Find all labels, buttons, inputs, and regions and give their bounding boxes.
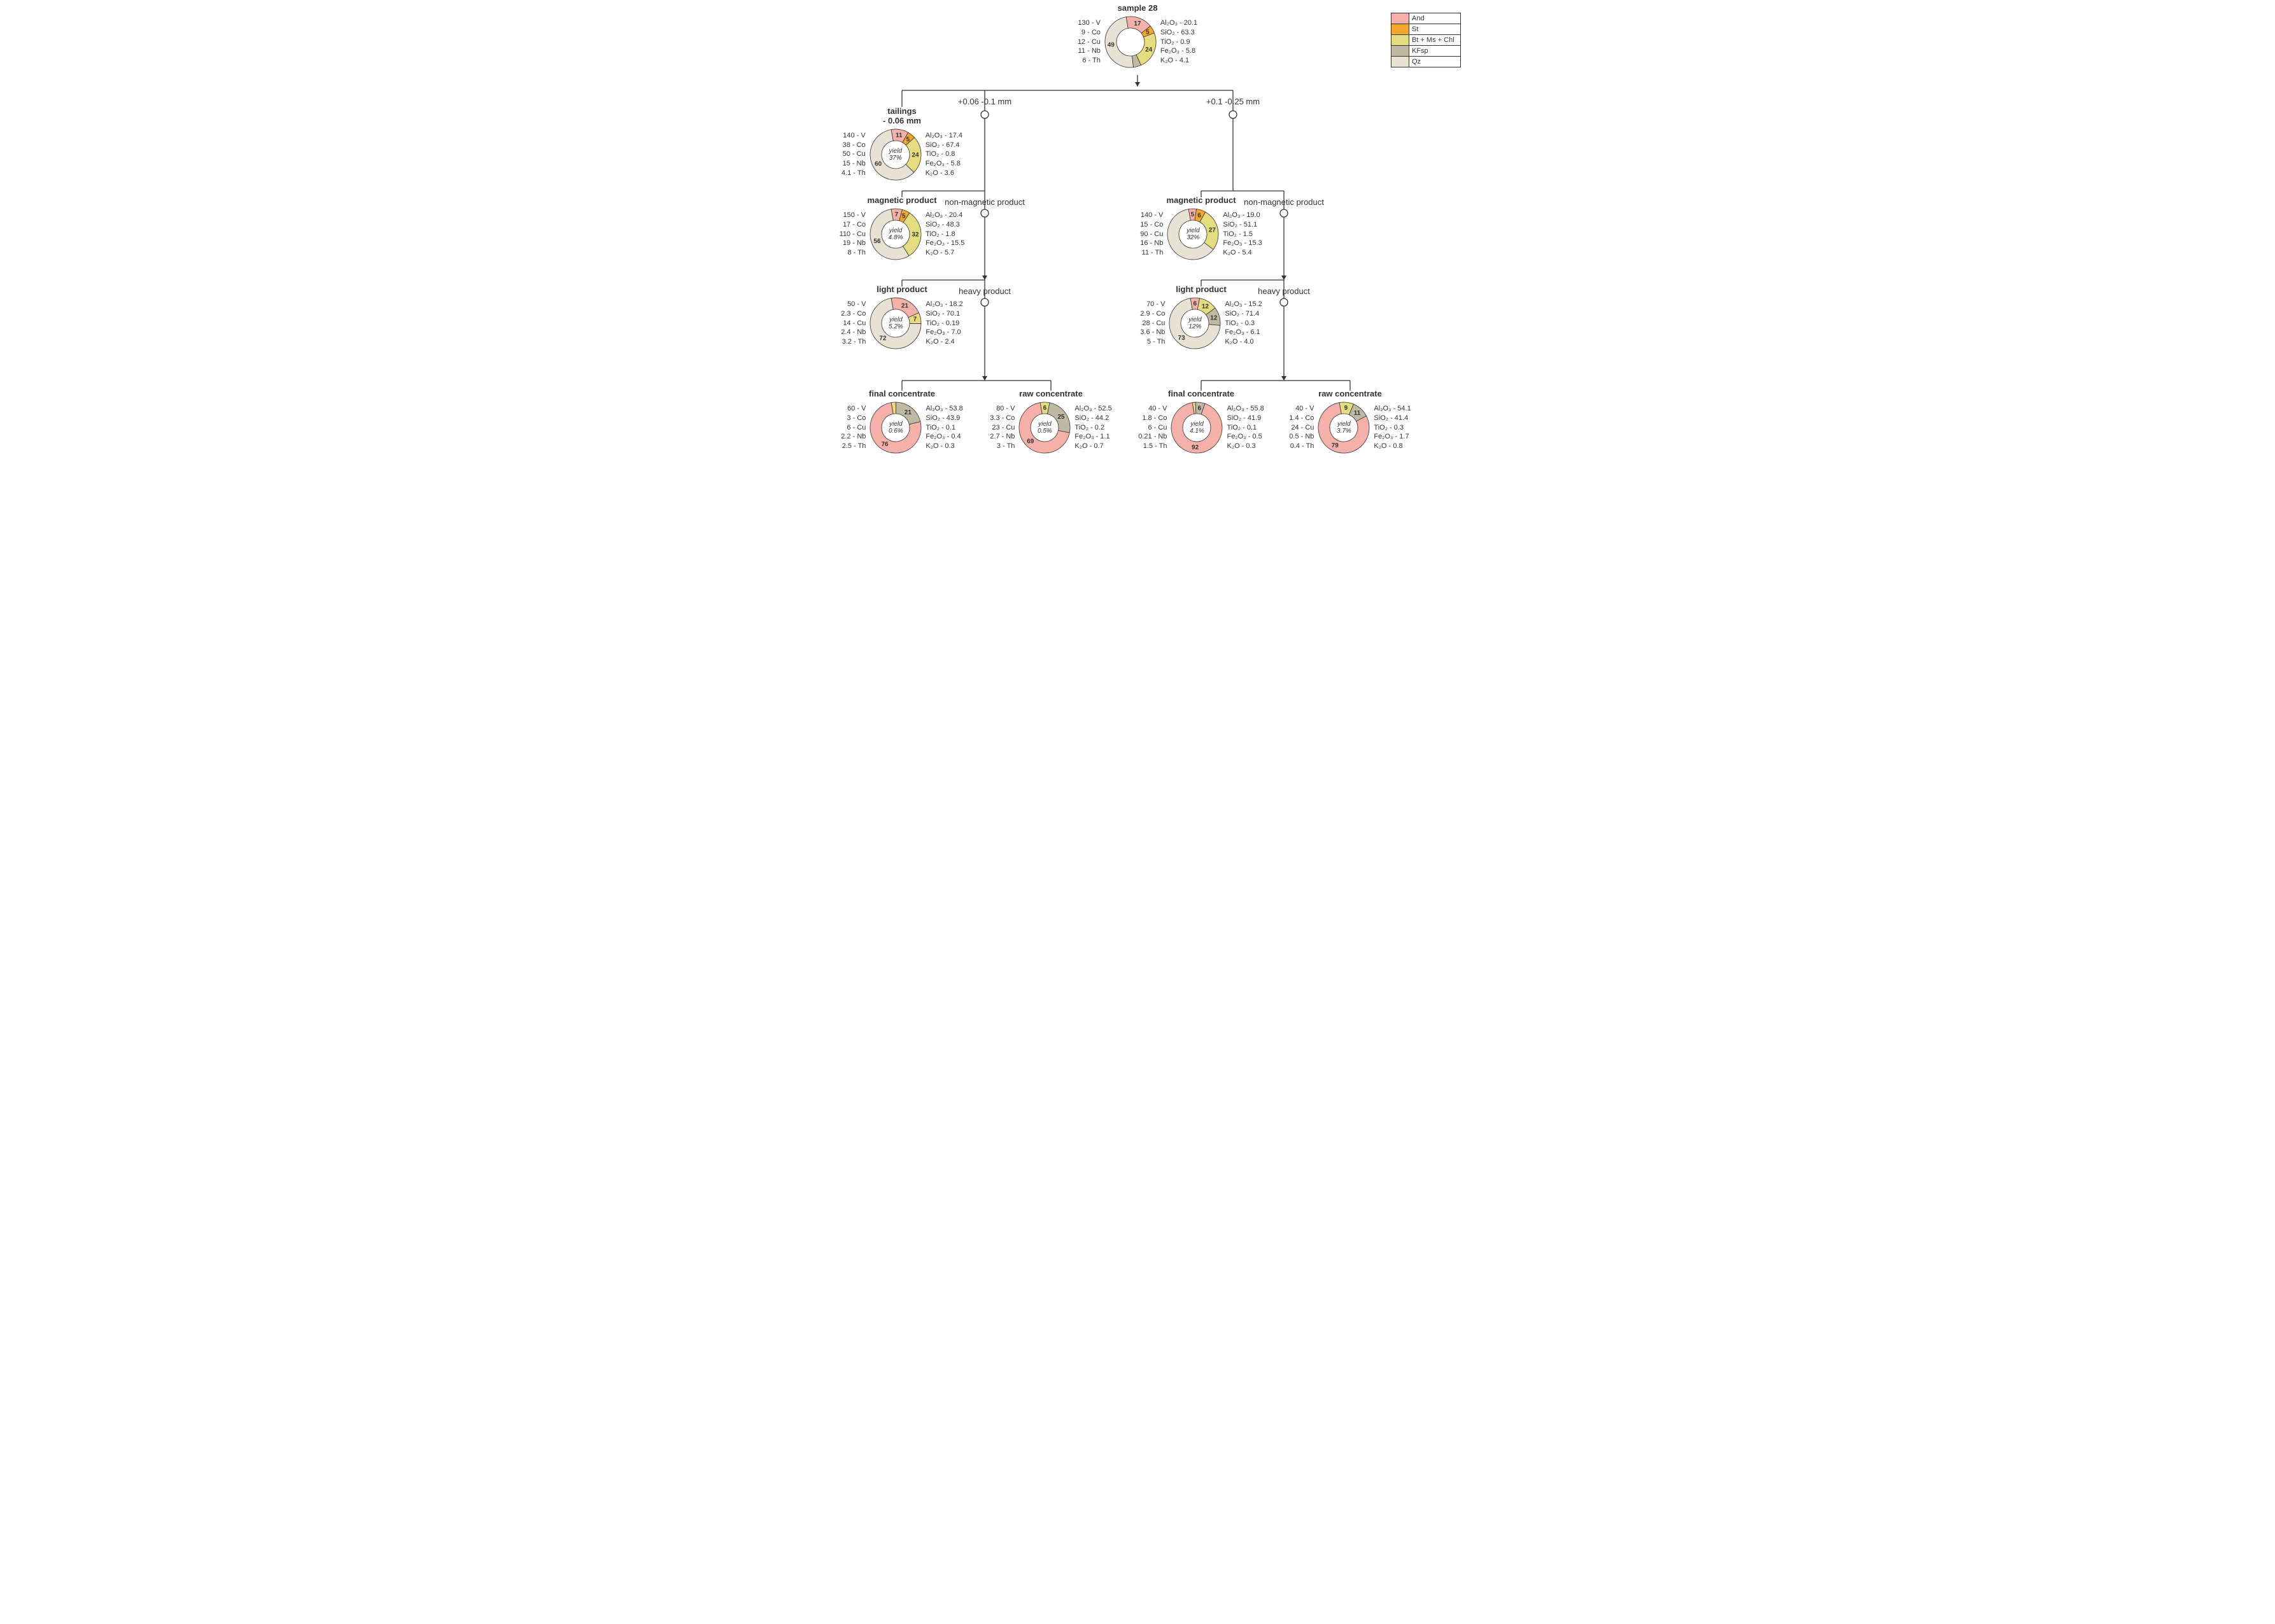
donut-yield-label: yield32% [1187,227,1200,241]
legend-row: Qz [1391,56,1461,67]
svg-text:24: 24 [1145,46,1153,53]
svg-text:12: 12 [1202,304,1209,311]
svg-text:7: 7 [913,316,917,323]
legend-swatch [1391,35,1409,45]
donut-yield-label: yield0.6% [889,421,903,435]
node-right-values: Al₂O₃ - 18.2 SiO₂ - 70.1 TiO₂ - 0.19 Fe₂… [923,300,962,347]
svg-text:72: 72 [880,335,887,342]
svg-text:92: 92 [1192,444,1200,451]
node-left-values: 70 - V 2.9 - Co 28 - Cu 3.6 - Nb 5 - Th [1140,300,1167,347]
svg-text:24: 24 [912,151,919,158]
legend-swatch [1391,13,1409,24]
node-light-right: light product 70 - V 2.9 - Co 28 - Cu 3.6… [1106,285,1297,351]
node-right-values: Al₂O₃ - 20.1 SiO₂ - 63.3 TiO₂ - 0.9 Fe₂O… [1158,18,1197,66]
node-title: light product [1106,285,1297,295]
node-title: light product [806,285,997,295]
svg-text:5: 5 [902,213,906,220]
svg-text:12: 12 [1211,314,1218,321]
node-left-values: 150 - V 17 - Co 110 - Cu 19 - Nb 8 - Th [840,211,868,258]
svg-text:76: 76 [882,441,889,448]
donut-yield-label: yield4.8% [889,227,903,241]
donut-yield-label: yield5.2% [889,316,903,330]
donut-chart: 1752449 [1103,15,1158,69]
diagram-canvas: AndStBt + Ms + ChlKFspQz +0.06 -0.1 mm +… [806,0,1469,472]
donut-chart: 6 92 yield4.1% [1169,400,1224,455]
node-left-values: 140 - V 38 - Co 50 - Cu 15 - Nb 4.1 - Th [842,131,868,178]
node-light-left: light product 50 - V 2.3 - Co 14 - Cu 2.4… [806,285,997,351]
legend-label: Bt + Ms + Chl [1409,35,1460,45]
node-right-values: Al₂O₃ - 15.2 SiO₂ - 71.4 TiO₂ - 0.3 Fe₂O… [1222,300,1262,347]
node-left-values: 60 - V 3 - Co 6 - Cu 2.2 - Nb 2.5 - Th [841,404,868,451]
donut-yield-label: yield3.7% [1337,421,1351,435]
legend-swatch [1391,24,1409,34]
svg-text:7: 7 [895,211,899,218]
svg-text:69: 69 [1027,438,1035,445]
donut-chart: 56 27 yield32% [1166,207,1220,262]
donut-chart: 21 76yield0.6% [868,400,923,455]
legend-row: And [1391,13,1461,24]
svg-text:6: 6 [1198,213,1202,220]
node-right-values: Al₂O₃ - 19.0 SiO₂ - 51.1 TiO₂ - 1.5 Fe₂O… [1220,211,1262,258]
node-left-values: 40 - V 1.4 - Co 24 - Cu 0.5 - Nb 0.4 - T… [1289,404,1316,451]
svg-text:60: 60 [875,160,882,167]
svg-text:9: 9 [1344,405,1348,412]
svg-text:79: 79 [1332,442,1339,449]
node-sample: sample 28 130 - V 9 - Co 12 - Cu 11 - Nb … [1042,4,1233,69]
branch-label-split-right: +0.1 -0.25 mm [1206,97,1260,106]
legend-row: KFsp [1391,45,1461,57]
donut-yield-label: yield12% [1188,316,1202,330]
node-title: magnetic product [806,196,997,206]
svg-text:11: 11 [1354,410,1361,417]
node-right-values: Al₂O₃ - 54.1 SiO₂ - 41.4 TiO₂ - 0.3 Fe₂O… [1371,404,1411,451]
node-left-values: 140 - V 15 - Co 90 - Cu 16 - Nb 11 - Th [1140,211,1166,258]
node-tailings: tailings- 0.06 mm 140 - V 38 - Co 50 - Cu… [806,107,997,182]
svg-text:49: 49 [1108,41,1115,48]
node-magnetic-left: magnetic product 150 - V 17 - Co 110 - Cu… [806,196,997,262]
svg-text:32: 32 [912,231,919,238]
node-left-values: 40 - V 1.8 - Co 6 - Cu 0.21 - Nb 1.5 - T… [1138,404,1169,451]
legend-label: And [1409,13,1460,24]
donut-yield-label: yield37% [889,148,902,162]
svg-text:73: 73 [1178,335,1186,342]
svg-text:6: 6 [1043,405,1047,412]
node-magnetic-right: magnetic product 140 - V 15 - Co 90 - Cu … [1106,196,1297,262]
legend-label: Qz [1409,57,1460,67]
svg-text:6: 6 [1198,405,1202,412]
node-right-values: Al₂O₃ - 17.4 SiO₂ - 67.4 TiO₂ - 0.8 Fe₂O… [923,131,962,178]
donut-chart: 6 1212 73yield12% [1167,296,1222,351]
node-title: tailings- 0.06 mm [806,107,997,126]
svg-text:11: 11 [896,132,903,139]
node-title: magnetic product [1106,196,1297,206]
node-title: sample 28 [1042,4,1233,13]
svg-text:21: 21 [901,303,909,310]
svg-text:21: 21 [905,409,912,416]
donut-chart: 75 32 56 yield4.8% [868,207,923,262]
legend-label: St [1409,24,1460,34]
svg-text:17: 17 [1134,20,1141,27]
svg-text:56: 56 [873,238,881,245]
node-raw-conc-right: raw concentrate 40 - V 1.4 - Co 24 - Cu 0… [1255,389,1446,455]
donut-yield-label: yield4.1% [1190,421,1204,435]
node-title: raw concentrate [1255,389,1446,399]
node-left-values: 80 - V 3.3 - Co 23 - Cu 2.7 - Nb 3 - Th [990,404,1017,451]
donut-chart: 21 7 72yield5.2% [868,296,923,351]
svg-text:5: 5 [1191,211,1195,218]
donut-yield-label: yield0.5% [1038,421,1052,435]
svg-text:25: 25 [1058,414,1066,421]
node-right-values: Al₂O₃ - 20.4 SiO₂ - 48.3 TiO₂ - 1.8 Fe₂O… [923,211,964,258]
branch-label-split-left: +0.06 -0.1 mm [958,97,1011,106]
legend-label: KFsp [1409,46,1460,56]
donut-chart: 9 11 79 yield3.7% [1316,400,1371,455]
node-left-values: 50 - V 2.3 - Co 14 - Cu 2.4 - Nb 3.2 - T… [841,300,868,347]
legend: AndStBt + Ms + ChlKFspQz [1391,13,1461,67]
legend-row: St [1391,24,1461,35]
donut-chart: 6 25 69yield0.5% [1017,400,1072,455]
donut-chart: 1152460yield37% [868,127,923,182]
node-left-values: 130 - V 9 - Co 12 - Cu 11 - Nb 6 - Th [1078,18,1103,66]
legend-swatch [1391,46,1409,56]
legend-row: Bt + Ms + Chl [1391,34,1461,46]
legend-swatch [1391,57,1409,67]
svg-text:27: 27 [1209,227,1216,234]
svg-text:6: 6 [1194,300,1197,307]
